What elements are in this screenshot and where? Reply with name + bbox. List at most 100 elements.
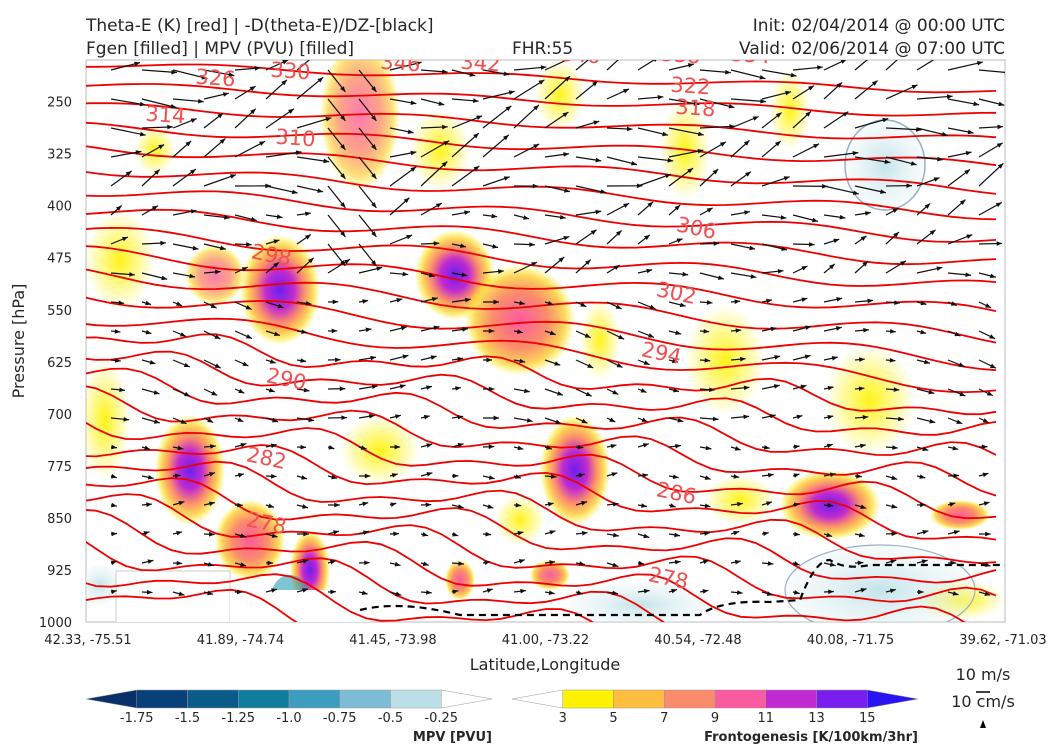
wind-vector-shaft: [854, 156, 891, 164]
wind-vector-head: [611, 472, 618, 477]
wind-vector-shaft: [1010, 534, 1021, 537]
colorbar-swatch: [562, 689, 614, 709]
y-tick-label: 400: [47, 200, 72, 215]
wind-vector-head: [503, 134, 509, 141]
valid-time: Valid: 02/06/2014 @ 07:00 UTC: [739, 39, 1005, 59]
wind-vector-head: [426, 472, 433, 477]
wind-vector-head: [674, 559, 681, 565]
wind-vector-head: [224, 215, 230, 220]
wind-vector-head: [858, 532, 865, 538]
wind-vector-head: [508, 90, 515, 95]
wind-vector-head: [739, 356, 746, 362]
wind-vector-head: [984, 562, 991, 567]
wind-vector-head: [640, 388, 647, 393]
wind-vector-head: [615, 304, 622, 309]
wind-vector-head: [672, 474, 679, 479]
wind-vector-shaft: [854, 118, 889, 129]
wind-vector-head: [641, 503, 647, 508]
wind-vector-head: [641, 417, 648, 422]
wind-vector-head: [147, 474, 154, 480]
wind-vector-head: [121, 236, 128, 242]
wind-vector-head: [472, 98, 479, 104]
wind-vector-head: [410, 100, 417, 105]
wind-vector-head: [967, 129, 974, 135]
wind-vector-head: [517, 329, 523, 334]
wind-vector-head: [272, 417, 279, 423]
wind-vector-shaft: [823, 152, 859, 158]
ref-vector-horizontal-label: 10 m/s: [956, 665, 1011, 684]
wind-vector-head: [857, 560, 864, 566]
wind-vector-head: [457, 414, 464, 420]
wind-vector-head: [176, 560, 183, 566]
wind-vector-head: [750, 274, 757, 279]
wind-vector-head: [415, 61, 422, 66]
wind-vector-head: [959, 391, 966, 397]
wind-vector-head: [906, 183, 913, 189]
wind-vector-head: [922, 446, 929, 452]
wind-vector-head: [981, 444, 988, 450]
wind-vector-head: [524, 388, 530, 394]
wind-vector-head: [612, 562, 619, 568]
wind-vector-head: [146, 589, 153, 595]
wind-vector-head: [862, 414, 869, 420]
wind-vector-head: [1021, 244, 1027, 249]
wind-vector-head: [893, 232, 899, 238]
wind-vector-head: [856, 473, 862, 479]
wind-vector-head: [250, 216, 257, 222]
wind-vector-head: [958, 362, 965, 367]
wind-vector-head: [240, 562, 247, 567]
wind-vector-head: [281, 79, 287, 86]
wind-vector-head: [752, 116, 759, 121]
wind-vector-shaft: [947, 61, 983, 71]
wind-vector-shaft: [513, 104, 540, 129]
theta-e-contour-line: [86, 509, 966, 622]
wind-vector-head: [364, 473, 371, 479]
wind-vector-head: [170, 104, 177, 109]
wind-vector-head: [584, 333, 591, 338]
wind-vector-head: [775, 112, 782, 118]
wind-vector-head: [840, 60, 846, 64]
wind-vector-head: [580, 302, 587, 307]
wind-vector-head: [703, 328, 710, 334]
wind-vector-head: [517, 445, 524, 451]
wind-vector-head: [712, 416, 719, 422]
theta-e-contour-line: [86, 121, 997, 167]
wind-vector-head: [462, 327, 468, 332]
colorbar-swatch: [288, 689, 340, 709]
wind-vector-head: [809, 242, 815, 247]
colorbar-tick-label: 13: [808, 711, 825, 726]
wind-vector-head: [340, 144, 346, 150]
theta-e-contour-label: 314: [145, 102, 187, 129]
wind-vector-head: [577, 444, 584, 450]
wind-vector-head: [519, 358, 526, 364]
wind-vector-head: [674, 205, 681, 211]
wind-vector-head: [276, 214, 283, 219]
theta-e-contour-line: [86, 573, 594, 622]
wind-vector-head: [214, 363, 221, 369]
wind-vector-shaft: [296, 60, 311, 71]
wind-vector-head: [559, 214, 566, 220]
wind-vector-head: [704, 475, 711, 480]
wind-vector-head: [426, 443, 433, 448]
wind-vector-head: [687, 168, 694, 174]
wind-vector-head: [1028, 98, 1034, 103]
wind-vector-head: [498, 269, 504, 274]
wind-vector-shaft: [1010, 302, 1026, 309]
wind-vector-head: [452, 589, 459, 595]
wind-vector-head: [526, 418, 533, 423]
wind-vector-head: [371, 144, 377, 150]
y-tick-label: 700: [47, 408, 72, 423]
wind-vector-head: [457, 356, 464, 362]
wind-vector-shaft: [172, 69, 208, 80]
colorbar-swatch: [816, 689, 868, 709]
wind-vector-shaft: [451, 132, 480, 158]
wind-vector-head: [402, 354, 409, 360]
wind-vector-shaft: [823, 185, 859, 195]
wind-vector-head: [839, 214, 846, 220]
theta-e-contour-line: [86, 226, 997, 287]
wind-vector-head: [118, 300, 125, 306]
wind-vector-head: [649, 304, 656, 310]
wind-vector-head: [618, 334, 625, 340]
wind-vector-head: [331, 474, 338, 480]
wind-vector-head: [360, 445, 367, 450]
